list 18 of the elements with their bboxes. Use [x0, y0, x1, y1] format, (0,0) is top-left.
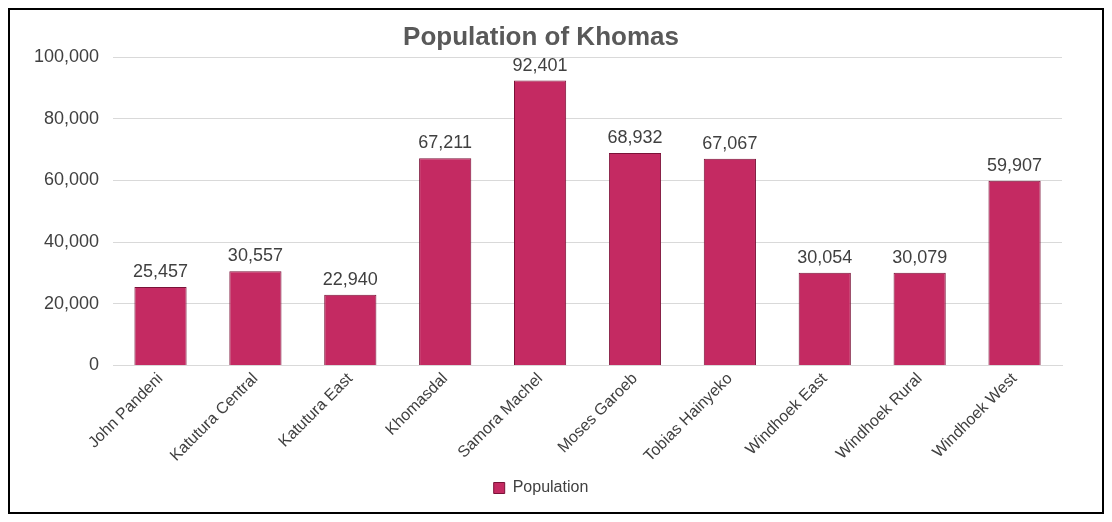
data-label: 30,079: [892, 246, 948, 267]
y-tick-label: 0: [89, 354, 100, 375]
y-tick-label: 80,000: [44, 107, 100, 128]
data-label: 25,457: [132, 260, 189, 281]
data-label: 67,211: [418, 132, 473, 153]
y-tick-label: 40,000: [44, 231, 100, 252]
data-label: 68,932: [607, 126, 663, 147]
data-label: 67,067: [702, 132, 758, 153]
legend-label: Population: [512, 478, 589, 496]
y-tick-label: 20,000: [44, 292, 100, 313]
data-label: 92,401: [512, 54, 568, 75]
data-label: 30,054: [797, 246, 853, 267]
data-label: 22,940: [322, 268, 378, 289]
data-label: 59,907: [987, 154, 1043, 175]
data-label: 30,557: [227, 245, 283, 266]
y-tick-label: 60,000: [44, 169, 100, 190]
chart-title: Population of Khomas: [403, 20, 679, 51]
y-tick-label: 100,000: [33, 46, 100, 67]
